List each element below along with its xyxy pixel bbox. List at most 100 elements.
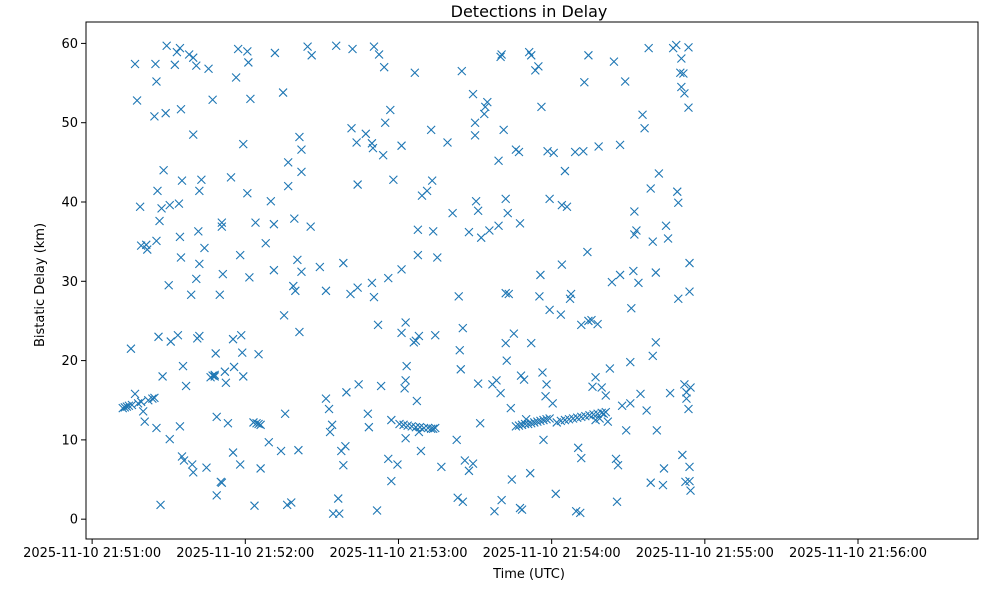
data-point <box>369 42 379 51</box>
data-point <box>539 435 548 445</box>
data-point <box>152 77 161 86</box>
data-point <box>607 277 617 287</box>
data-point <box>184 50 194 59</box>
data-point <box>388 175 398 185</box>
data-point <box>233 44 243 54</box>
data-point <box>530 65 540 75</box>
data-point <box>541 391 550 401</box>
data-point <box>422 186 432 196</box>
data-point <box>397 328 406 338</box>
data-point <box>236 330 246 340</box>
data-point <box>333 494 343 503</box>
data-point <box>261 238 271 248</box>
data-point <box>334 509 344 519</box>
data-point <box>327 420 337 430</box>
data-point <box>383 273 393 283</box>
x-tick-label: 2025-11-10 21:52:00 <box>176 546 314 561</box>
data-point <box>363 409 373 419</box>
data-point <box>264 437 274 447</box>
data-point <box>204 64 213 74</box>
data-point <box>482 97 492 107</box>
data-point <box>545 194 555 204</box>
data-point <box>615 140 625 150</box>
data-point <box>361 129 371 139</box>
data-point <box>217 222 227 231</box>
data-point <box>331 41 341 51</box>
data-point <box>191 274 201 284</box>
data-point <box>537 102 546 112</box>
data-point <box>584 50 593 60</box>
data-point <box>229 362 239 372</box>
data-point <box>238 139 248 149</box>
data-point <box>303 42 312 51</box>
data-point <box>526 418 536 428</box>
data-point <box>536 416 545 426</box>
data-point <box>238 372 248 381</box>
data-point <box>652 425 662 435</box>
data-point <box>151 59 160 69</box>
data-point <box>648 237 658 247</box>
data-point <box>651 337 661 347</box>
data-point <box>400 383 409 393</box>
data-point <box>212 412 222 422</box>
y-tick-label: 50 <box>61 116 78 131</box>
data-point <box>191 61 201 71</box>
data-point <box>215 290 225 300</box>
data-point <box>676 54 686 63</box>
data-point <box>499 125 509 135</box>
data-point <box>501 288 511 298</box>
data-point <box>473 379 483 388</box>
data-point <box>680 88 689 98</box>
data-point <box>536 270 545 280</box>
data-point <box>640 123 649 133</box>
data-point <box>575 508 585 518</box>
data-point <box>161 108 171 118</box>
data-point <box>223 418 233 428</box>
data-point <box>181 381 191 391</box>
data-point <box>397 141 406 151</box>
data-point <box>159 165 168 175</box>
data-point <box>430 330 440 340</box>
data-point <box>175 422 185 431</box>
data-point <box>208 371 218 381</box>
data-point <box>194 259 204 269</box>
data-point <box>613 460 623 470</box>
x-tick-label: 2025-11-10 21:56:00 <box>789 546 927 561</box>
y-axis-ticks: 0 10 20 30 40 50 60 <box>61 37 86 528</box>
data-point <box>321 286 331 296</box>
data-point <box>468 459 478 469</box>
data-point <box>456 364 466 374</box>
data-point <box>147 394 157 404</box>
data-point <box>545 305 555 315</box>
data-point <box>289 214 299 224</box>
data-point <box>188 53 198 63</box>
data-point <box>680 379 689 389</box>
data-point <box>576 320 586 330</box>
data-point <box>202 463 211 473</box>
data-point <box>621 425 631 435</box>
data-point <box>457 66 467 76</box>
data-point <box>172 47 182 57</box>
data-point <box>516 371 526 381</box>
data-point <box>178 361 188 371</box>
data-points <box>118 40 695 519</box>
x-tick-label: 2025-11-10 21:54:00 <box>483 546 621 561</box>
data-point <box>684 42 693 52</box>
data-point <box>432 253 442 262</box>
data-point <box>470 131 480 140</box>
data-point <box>458 497 468 507</box>
data-point <box>197 175 206 185</box>
data-point <box>348 44 357 54</box>
data-point <box>659 464 669 473</box>
data-point <box>492 376 501 385</box>
data-point <box>269 219 279 229</box>
data-point <box>557 200 567 210</box>
data-point <box>464 466 474 476</box>
data-point <box>411 336 421 346</box>
data-point <box>367 278 377 288</box>
x-tick-label: 2025-11-10 21:53:00 <box>329 546 467 561</box>
data-point <box>593 319 602 329</box>
data-point <box>515 219 525 228</box>
data-point <box>629 207 639 216</box>
data-point <box>502 356 512 365</box>
